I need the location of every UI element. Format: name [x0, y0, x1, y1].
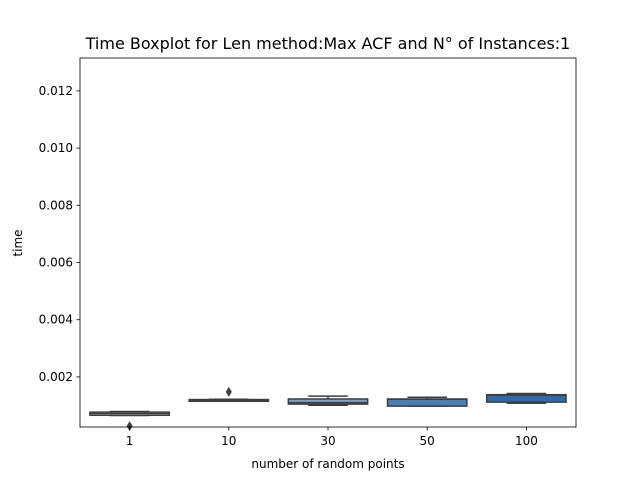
x-axis: 1 10 30 50 100: [126, 427, 538, 448]
x-tick-label: 50: [420, 434, 435, 448]
box-group-100: [485, 392, 567, 405]
y-axis-label: time: [11, 229, 25, 256]
box-group-30: [287, 395, 369, 407]
x-axis-label: number of random points: [251, 457, 404, 471]
plot-area: [89, 386, 567, 432]
box-group-50: [386, 396, 468, 407]
outlier-point: [225, 386, 232, 397]
y-tick-label: 0.002: [39, 370, 73, 384]
y-tick-label: 0.004: [39, 313, 73, 327]
y-axis: 0.002 0.004 0.006 0.008 0.010 0.012: [39, 84, 80, 384]
y-tick-label: 0.006: [39, 256, 73, 270]
y-tick-label: 0.012: [39, 84, 73, 98]
y-tick-label: 0.010: [39, 141, 73, 155]
box-iqr: [287, 398, 369, 405]
x-tick-label: 100: [515, 434, 538, 448]
y-tick-label: 0.008: [39, 198, 73, 212]
x-tick-label: 30: [320, 434, 335, 448]
box-group-1: [89, 410, 171, 432]
outlier-point: [126, 421, 133, 432]
x-tick-label: 1: [126, 434, 134, 448]
box-group-10: [188, 386, 270, 403]
chart-title: Time Boxplot for Len method:Max ACF and …: [85, 34, 571, 53]
x-tick-label: 10: [221, 434, 236, 448]
box-iqr: [386, 398, 468, 407]
